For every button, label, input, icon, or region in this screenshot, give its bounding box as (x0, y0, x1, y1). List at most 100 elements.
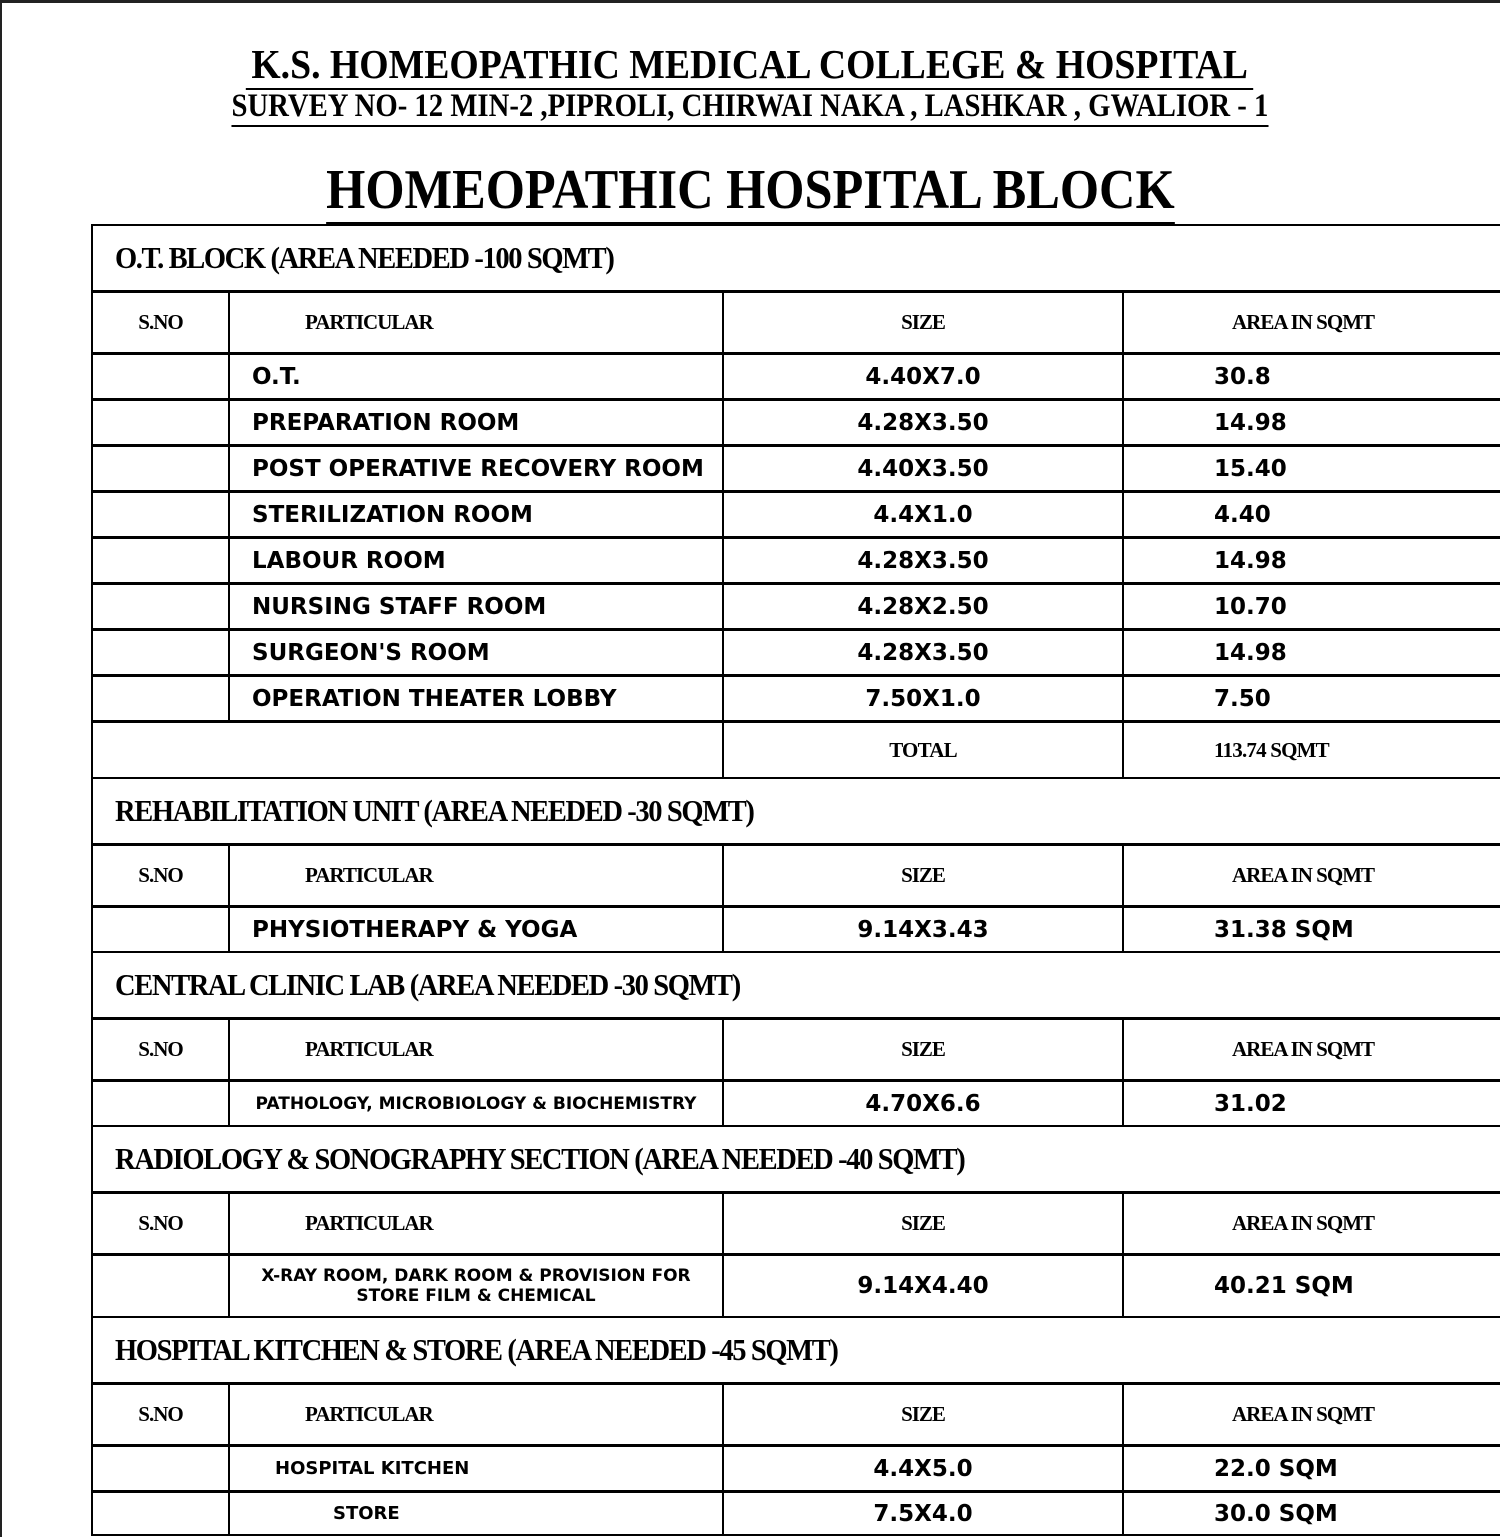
cell-particular-text: X-RAY ROOM, DARK ROOM & PROVISION FOR ST… (261, 1266, 691, 1306)
cell-particular: O.T. (228, 355, 722, 398)
column-header-label: SIZE (901, 1402, 946, 1426)
cell-particular-text: POST OPERATIVE RECOVERY ROOM (252, 455, 704, 482)
column-header-label: S.NO (138, 1037, 183, 1061)
column-header-label: PARTICULAR (305, 1402, 434, 1426)
column-header-label: S.NO (138, 1211, 183, 1235)
cell-particular: LABOUR ROOM (228, 539, 722, 582)
cell-area: 40.21 SQM (1122, 1256, 1500, 1316)
section-title: O.T. BLOCK (AREA NEEDED -100 SQMT) (115, 240, 615, 275)
column-header-particular: PARTICULAR (228, 846, 722, 905)
column-header-area: AREA IN SQMT (1122, 1385, 1500, 1444)
table-row: SURGEON'S ROOM 4.28X3.50 14.98 (91, 628, 1500, 674)
cell-area: 22.0 SQM (1122, 1447, 1500, 1490)
cell-sno (91, 401, 228, 444)
cell-area-text: 30.8 (1214, 363, 1271, 390)
column-header-area: AREA IN SQMT (1122, 846, 1500, 905)
cell-size-text: 4.40X7.0 (865, 363, 981, 390)
cell-sno (91, 493, 228, 536)
table-row: PATHOLOGY, MICROBIOLOGY & BIOCHEMISTRY 4.… (91, 1079, 1500, 1125)
cell-size: 4.28X3.50 (722, 401, 1122, 444)
column-header-label: AREA IN SQMT (1232, 1037, 1375, 1061)
table-row: PREPARATION ROOM 4.28X3.50 14.98 (91, 398, 1500, 444)
area-tables: O.T. BLOCK (AREA NEEDED -100 SQMT) S.NO PA… (91, 224, 1500, 1536)
cell-particular-text: HOSPITAL KITCHEN (275, 1458, 470, 1479)
cell-particular: HOSPITAL KITCHEN (228, 1447, 722, 1490)
cell-particular-text: SURGEON'S ROOM (252, 639, 490, 666)
cell-size: 9.14X3.43 (722, 908, 1122, 951)
table-row: STORE 7.5X4.0 30.0 SQM (91, 1490, 1500, 1536)
cell-size: 9.14X4.40 (722, 1256, 1122, 1316)
section-title: RADIOLOGY & SONOGRAPHY SECTION (AREA NEE… (115, 1141, 966, 1176)
column-header-row: S.NO PARTICULAR SIZE AREA IN SQMT (91, 1191, 1500, 1253)
cell-sno (91, 539, 228, 582)
cell-sno (91, 585, 228, 628)
cell-particular: OPERATION THEATER LOBBY (228, 677, 722, 720)
cell-area: 30.0 SQM (1122, 1493, 1500, 1534)
column-header-size: SIZE (722, 1194, 1122, 1253)
cell-particular-text: PATHOLOGY, MICROBIOLOGY & BIOCHEMISTRY (255, 1093, 697, 1114)
cell-area: 7.50 (1122, 677, 1500, 720)
cell-area: 14.98 (1122, 401, 1500, 444)
table-row: HOSPITAL KITCHEN 4.4X5.0 22.0 SQM (91, 1444, 1500, 1490)
section-title: HOSPITAL KITCHEN & STORE (AREA NEEDED -4… (115, 1332, 839, 1367)
cell-particular: PATHOLOGY, MICROBIOLOGY & BIOCHEMISTRY (228, 1082, 722, 1125)
cell-area: 14.98 (1122, 539, 1500, 582)
cell-size-text: 4.4X5.0 (873, 1455, 973, 1482)
column-header-row: S.NO PARTICULAR SIZE AREA IN SQMT (91, 843, 1500, 905)
column-header-label: SIZE (901, 310, 946, 334)
total-blank-cell (91, 723, 722, 777)
column-header-label: AREA IN SQMT (1232, 863, 1375, 887)
cell-area: 4.40 (1122, 493, 1500, 536)
column-header-area: AREA IN SQMT (1122, 1020, 1500, 1079)
cell-area-text: 31.02 (1214, 1090, 1287, 1117)
cell-area-text: 40.21 SQM (1214, 1273, 1354, 1299)
column-header-label: S.NO (138, 1402, 183, 1426)
column-header-area: AREA IN SQMT (1122, 1194, 1500, 1253)
column-header-size: SIZE (722, 1020, 1122, 1079)
column-header-sno: S.NO (91, 1020, 228, 1079)
cell-size: 4.28X3.50 (722, 631, 1122, 674)
cell-area-text: 15.40 (1214, 455, 1287, 482)
table-row: STERILIZATION ROOM 4.4X1.0 4.40 (91, 490, 1500, 536)
cell-sno (91, 355, 228, 398)
cell-size: 4.28X2.50 (722, 585, 1122, 628)
table-row: LABOUR ROOM 4.28X3.50 14.98 (91, 536, 1500, 582)
column-header-label: AREA IN SQMT (1232, 310, 1375, 334)
cell-sno (91, 908, 228, 951)
section-header: REHABILITATION UNIT (AREA NEEDED -30 SQM… (91, 777, 1500, 843)
cell-sno (91, 1082, 228, 1125)
column-header-label: PARTICULAR (305, 1211, 434, 1235)
cell-size: 4.40X3.50 (722, 447, 1122, 490)
cell-size-text: 4.4X1.0 (873, 501, 973, 528)
cell-area: 14.98 (1122, 631, 1500, 674)
column-header-row: S.NO PARTICULAR SIZE AREA IN SQMT (91, 290, 1500, 352)
cell-particular-text: PHYSIOTHERAPY & YOGA (252, 916, 578, 943)
cell-area-text: 10.70 (1214, 593, 1287, 620)
cell-area-text: 14.98 (1214, 409, 1287, 436)
total-value: 113.74 SQMT (1214, 737, 1330, 762)
column-header-label: PARTICULAR (305, 863, 434, 887)
table-row: NURSING STAFF ROOM 4.28X2.50 10.70 (91, 582, 1500, 628)
cell-area-text: 7.50 (1214, 685, 1271, 712)
cell-area-text: 31.38 SQM (1214, 916, 1354, 943)
cell-area-text: 14.98 (1214, 639, 1287, 666)
cell-particular: NURSING STAFF ROOM (228, 585, 722, 628)
table-row: O.T. 4.40X7.0 30.8 (91, 352, 1500, 398)
column-header-sno: S.NO (91, 1194, 228, 1253)
cell-size: 4.70X6.6 (722, 1082, 1122, 1125)
cell-size-text: 9.14X3.43 (857, 916, 989, 943)
column-header-label: PARTICULAR (305, 1037, 434, 1061)
column-header-particular: PARTICULAR (228, 293, 722, 352)
total-value-cell: 113.74 SQMT (1122, 723, 1500, 777)
cell-area: 15.40 (1122, 447, 1500, 490)
cell-particular-text: O.T. (252, 363, 301, 390)
cell-size-text: 7.50X1.0 (865, 685, 981, 712)
cell-particular-text: OPERATION THEATER LOBBY (252, 685, 617, 712)
column-header-row: S.NO PARTICULAR SIZE AREA IN SQMT (91, 1382, 1500, 1444)
cell-size-text: 4.70X6.6 (865, 1090, 981, 1117)
cell-size: 7.5X4.0 (722, 1493, 1122, 1534)
cell-area-text: 14.98 (1214, 547, 1287, 574)
column-header-label: S.NO (138, 863, 183, 887)
cell-area: 31.02 (1122, 1082, 1500, 1125)
